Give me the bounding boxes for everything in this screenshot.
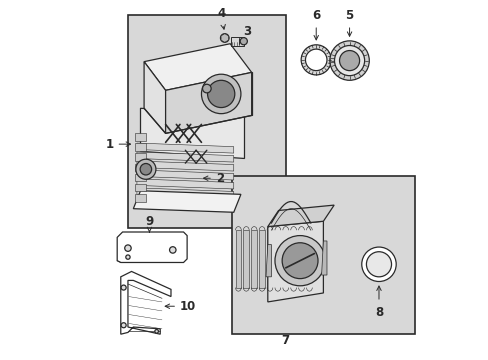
Circle shape	[274, 235, 325, 286]
Polygon shape	[137, 170, 233, 180]
Circle shape	[339, 50, 359, 71]
Polygon shape	[259, 230, 264, 288]
Circle shape	[366, 252, 391, 277]
Polygon shape	[137, 188, 233, 198]
Polygon shape	[117, 232, 187, 262]
Text: 1: 1	[105, 138, 130, 150]
Text: 2: 2	[203, 172, 224, 185]
Polygon shape	[135, 184, 145, 192]
Polygon shape	[306, 230, 312, 288]
Polygon shape	[137, 152, 233, 162]
Polygon shape	[267, 205, 333, 226]
Circle shape	[282, 243, 317, 279]
Circle shape	[240, 38, 247, 45]
Polygon shape	[221, 34, 228, 42]
Circle shape	[361, 247, 395, 282]
Circle shape	[136, 159, 156, 179]
Polygon shape	[265, 244, 271, 277]
Circle shape	[334, 45, 364, 76]
Polygon shape	[133, 191, 241, 212]
Circle shape	[202, 84, 211, 93]
Bar	[128, 15, 285, 228]
Polygon shape	[137, 161, 233, 171]
Polygon shape	[135, 143, 145, 151]
Polygon shape	[144, 44, 251, 90]
Text: 8: 8	[374, 306, 382, 319]
Polygon shape	[135, 163, 145, 171]
Circle shape	[169, 247, 176, 253]
Bar	[231, 176, 414, 334]
Polygon shape	[135, 194, 145, 202]
Text: 10: 10	[165, 300, 196, 313]
Circle shape	[201, 74, 241, 114]
Polygon shape	[266, 230, 272, 288]
Polygon shape	[144, 62, 165, 134]
Polygon shape	[251, 230, 257, 288]
Circle shape	[124, 245, 131, 251]
Polygon shape	[135, 174, 145, 181]
Text: 7: 7	[281, 334, 289, 347]
Bar	[329, 58, 334, 62]
Polygon shape	[137, 179, 233, 189]
Circle shape	[121, 285, 126, 290]
Polygon shape	[274, 230, 280, 288]
Polygon shape	[243, 230, 249, 288]
Text: 5: 5	[345, 9, 353, 22]
Text: 3: 3	[242, 25, 250, 39]
Polygon shape	[135, 134, 145, 141]
Circle shape	[305, 49, 326, 71]
Polygon shape	[321, 241, 326, 275]
Circle shape	[301, 45, 330, 75]
Circle shape	[140, 163, 151, 175]
Circle shape	[121, 323, 126, 328]
Text: 4: 4	[217, 8, 225, 21]
Text: 9: 9	[145, 215, 153, 228]
Polygon shape	[121, 271, 171, 334]
Bar	[231, 37, 244, 45]
Polygon shape	[282, 230, 288, 288]
Circle shape	[207, 80, 234, 108]
Polygon shape	[235, 230, 241, 288]
Polygon shape	[298, 230, 304, 288]
Text: 6: 6	[311, 9, 320, 22]
Polygon shape	[290, 230, 296, 288]
Circle shape	[125, 255, 130, 259]
Polygon shape	[267, 221, 323, 302]
Polygon shape	[137, 143, 233, 153]
Polygon shape	[135, 153, 145, 161]
Polygon shape	[140, 108, 244, 158]
Circle shape	[155, 329, 158, 333]
Polygon shape	[165, 72, 251, 134]
Circle shape	[329, 41, 368, 80]
Circle shape	[220, 34, 228, 42]
